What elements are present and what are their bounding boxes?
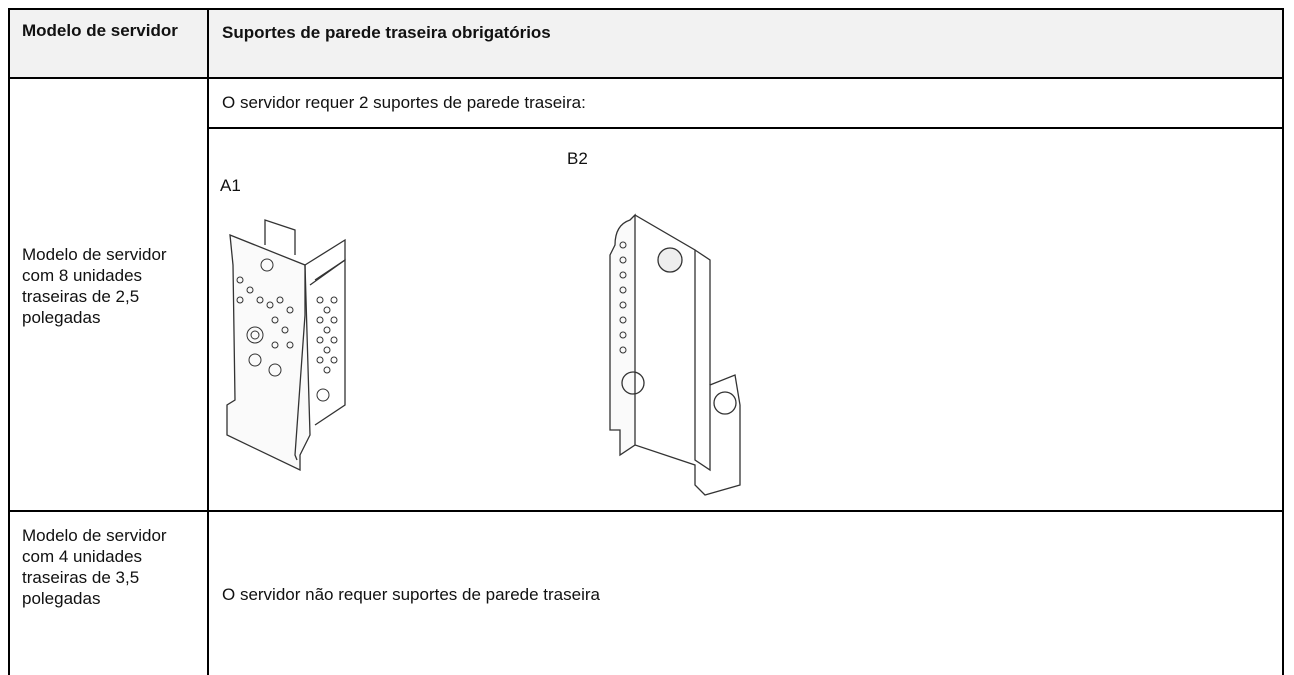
- border: [8, 8, 10, 675]
- border: [207, 127, 1284, 129]
- model-cell: Modelo de servidor com 4 unidades trasei…: [22, 526, 167, 608]
- border: [8, 510, 1284, 512]
- bracket-illustrations: [226, 213, 741, 496]
- border: [1282, 8, 1284, 675]
- bracket-b2: [609, 213, 741, 496]
- model-cell: Modelo de servidor com 8 unidades trasei…: [22, 245, 167, 327]
- header-cell: Suportes de parede traseira obrigatórios: [222, 23, 551, 42]
- note-cell: O servidor não requer suportes de parede…: [222, 585, 600, 604]
- header-background: [9, 9, 1283, 78]
- border: [8, 77, 1284, 79]
- border: [8, 8, 1284, 10]
- header-cell: Modelo de servidor: [22, 21, 178, 40]
- figure-label: B2: [567, 149, 588, 168]
- figure-label: A1: [220, 176, 241, 195]
- note-cell: O servidor requer 2 suportes de parede t…: [222, 93, 586, 112]
- border: [207, 8, 209, 675]
- bracket-a1: [226, 219, 346, 472]
